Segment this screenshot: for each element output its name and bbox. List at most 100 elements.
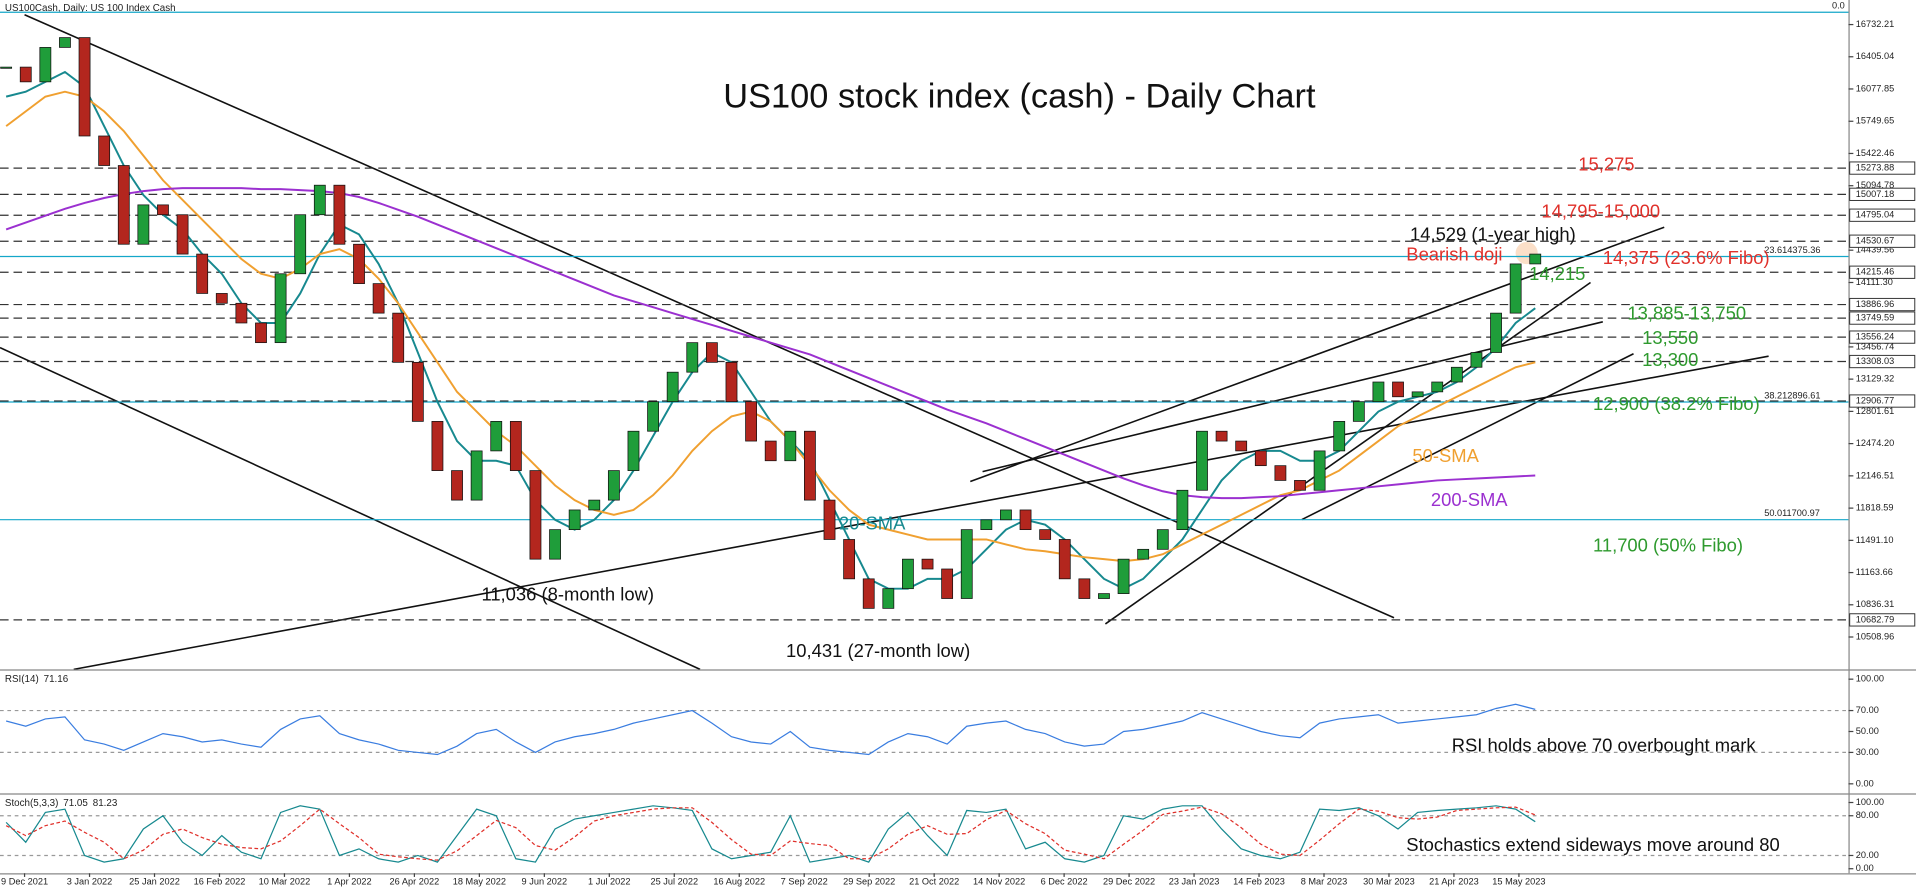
y-tick-label: 15422.46 bbox=[1856, 148, 1894, 158]
x-tick-label: 23 Jan 2023 bbox=[1169, 876, 1220, 886]
candle bbox=[215, 293, 228, 304]
x-tick-label: 16 Feb 2022 bbox=[194, 876, 246, 886]
candle bbox=[705, 342, 718, 363]
trendline bbox=[1104, 281, 1591, 625]
level-box bbox=[1849, 330, 1916, 344]
candle bbox=[1294, 480, 1306, 491]
candle bbox=[941, 568, 954, 599]
indicator-header-part: 71.16 bbox=[44, 674, 69, 685]
candle bbox=[843, 539, 856, 580]
candle bbox=[1176, 489, 1189, 531]
candle bbox=[59, 37, 71, 48]
indicator-header: Stoch(5,3,3) 71.05 81.23 bbox=[5, 798, 118, 809]
level-label: 15007.18 bbox=[1856, 189, 1894, 199]
candle bbox=[1450, 366, 1463, 383]
y-tick-label: 10836.31 bbox=[1856, 599, 1894, 609]
x-tick-label: 21 Oct 2022 bbox=[909, 876, 959, 886]
candle bbox=[1274, 465, 1287, 481]
level-box bbox=[1849, 311, 1916, 325]
x-tick-label: 1 Jul 2022 bbox=[588, 876, 630, 886]
candle bbox=[1372, 381, 1385, 403]
y-tick-label: 10508.96 bbox=[1856, 631, 1894, 641]
y-tick-label: 100.00 bbox=[1856, 797, 1884, 807]
x-tick-label: 3 Jan 2022 bbox=[67, 876, 113, 886]
sma-line bbox=[5, 187, 1536, 500]
level-box bbox=[1849, 234, 1916, 248]
candle bbox=[627, 430, 640, 471]
candle bbox=[294, 214, 307, 275]
fibo-ratio: 50.0 bbox=[1764, 508, 1782, 518]
y-tick-label: 11818.59 bbox=[1856, 503, 1894, 513]
level-box bbox=[1849, 297, 1916, 312]
y-tick-label: 13129.32 bbox=[1856, 374, 1894, 384]
candle bbox=[1470, 352, 1483, 368]
fibo-price: 12896.61 bbox=[1782, 390, 1820, 400]
x-tick-label: 30 Mar 2023 bbox=[1363, 876, 1415, 886]
y-tick-label: 15094.78 bbox=[1856, 180, 1894, 190]
candle bbox=[176, 214, 189, 255]
candle bbox=[255, 322, 267, 344]
level-box bbox=[1849, 354, 1916, 369]
level-label: 13749.59 bbox=[1856, 313, 1894, 323]
candle bbox=[666, 371, 679, 403]
annotation: 14,795-15,000 bbox=[1541, 200, 1660, 221]
candle bbox=[411, 361, 424, 422]
x-tick-label: 14 Feb 2023 bbox=[1233, 876, 1285, 886]
candle bbox=[235, 302, 248, 324]
candle bbox=[157, 204, 169, 216]
candle bbox=[431, 421, 444, 471]
candle bbox=[1156, 529, 1169, 550]
candle bbox=[333, 184, 346, 245]
y-tick-label: 16732.21 bbox=[1856, 19, 1894, 29]
candle bbox=[1254, 450, 1267, 467]
indicator-line bbox=[5, 805, 1536, 863]
candle bbox=[1137, 548, 1150, 560]
fibo-ratio: 0.0 bbox=[1832, 1, 1845, 11]
y-tick-label: 15749.65 bbox=[1856, 116, 1894, 126]
annotation: 13,550 bbox=[1642, 327, 1698, 348]
level-box bbox=[1849, 208, 1916, 222]
candle bbox=[568, 509, 581, 531]
candle bbox=[1509, 263, 1522, 314]
y-tick-label: 13456.74 bbox=[1856, 341, 1894, 351]
x-tick-label: 6 Dec 2022 bbox=[1041, 876, 1088, 886]
candle bbox=[98, 135, 111, 166]
candle bbox=[1313, 450, 1326, 491]
y-tick-label: 14111.30 bbox=[1856, 277, 1893, 287]
level-box bbox=[1849, 161, 1916, 175]
fibo-ratio: 23.6 bbox=[1764, 245, 1782, 255]
candle bbox=[1117, 558, 1130, 594]
candle bbox=[1078, 578, 1091, 599]
candle bbox=[1431, 381, 1444, 393]
candle bbox=[1039, 529, 1052, 540]
x-tick-label: 1 Apr 2022 bbox=[327, 876, 372, 886]
level-box bbox=[1849, 187, 1916, 201]
level-box bbox=[1849, 265, 1916, 279]
annotation: 13,300 bbox=[1642, 349, 1698, 370]
candle bbox=[1392, 381, 1404, 398]
candle bbox=[902, 558, 914, 590]
annotation: 14,215 bbox=[1529, 263, 1585, 284]
x-tick-label: 25 Jul 2022 bbox=[650, 876, 698, 886]
candle bbox=[1333, 421, 1346, 452]
level-label: 15273.88 bbox=[1856, 163, 1894, 173]
level-label: 10682.79 bbox=[1856, 614, 1894, 624]
indicator-note: RSI holds above 70 overbought mark bbox=[1452, 735, 1757, 756]
indicator-header-part: 71.05 bbox=[63, 798, 88, 809]
trendline bbox=[24, 14, 1395, 619]
annotation: Bearish doji bbox=[1406, 243, 1502, 264]
candle bbox=[1529, 253, 1542, 265]
y-tick-label: 16077.85 bbox=[1856, 83, 1894, 93]
y-tick-label: 12146.51 bbox=[1856, 470, 1894, 480]
candle bbox=[686, 342, 699, 373]
trendline bbox=[73, 355, 1769, 671]
candle bbox=[980, 519, 993, 531]
candle bbox=[607, 470, 620, 501]
annotation: 13,885-13,750 bbox=[1627, 302, 1746, 323]
y-tick-label: 80.00 bbox=[1856, 810, 1879, 820]
indicator-header-part: Stoch(5,3,3) bbox=[5, 798, 58, 809]
x-tick-label: 9 Dec 2021 bbox=[1, 876, 48, 886]
chart-title: US100 stock index (cash) - Daily Chart bbox=[723, 77, 1316, 115]
candle bbox=[509, 421, 522, 471]
